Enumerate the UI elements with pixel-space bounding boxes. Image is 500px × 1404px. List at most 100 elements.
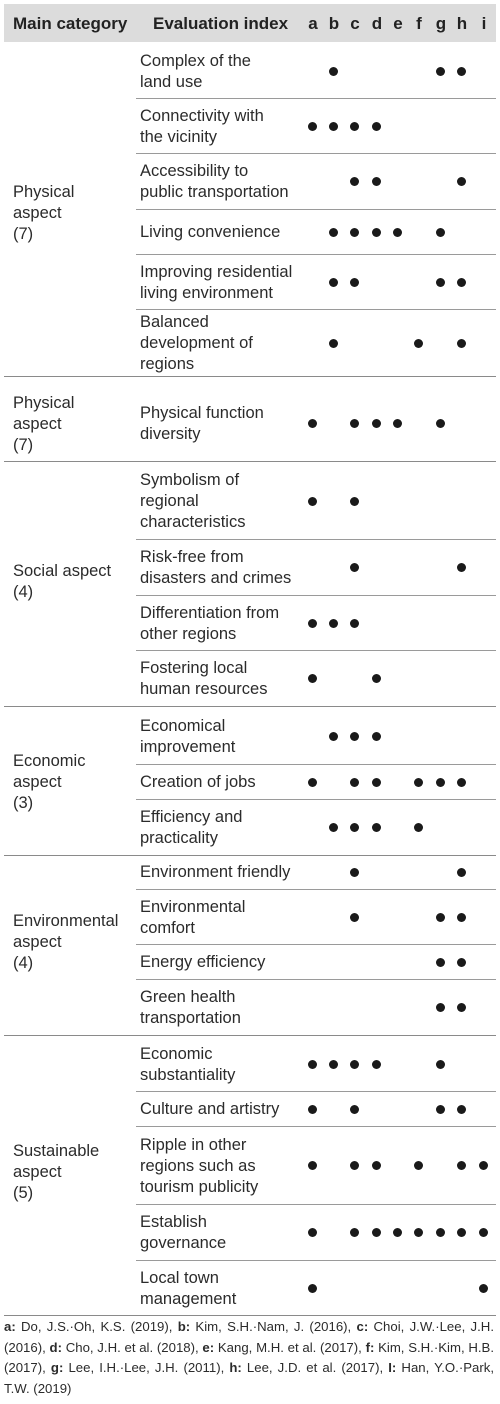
mark-dot-a xyxy=(307,674,317,683)
main-category-label: Physical aspect (7) xyxy=(13,183,75,243)
reference-text: Lee, I.H.·Lee, J.H. (2011), xyxy=(63,1360,230,1375)
mark-dot-b xyxy=(328,339,338,348)
evaluation-index-label: Economic substantiality xyxy=(140,1045,236,1084)
category-group: Physical aspect (7) Physical function div… xyxy=(4,385,496,462)
mark-dot-h xyxy=(456,1003,466,1012)
mark-dot-b xyxy=(328,732,338,741)
reference-text: Kim, S.H.·Kim, H.B. (2017), xyxy=(4,1339,494,1376)
table-row: Risk-free from disasters and crimes xyxy=(136,540,496,596)
mark-dot-d xyxy=(371,732,381,741)
table-row: Ripple in other regions such as tourism … xyxy=(136,1127,496,1205)
mark-dot-c xyxy=(349,122,359,131)
reference-text: Cho, J.H. et al. (2018), xyxy=(61,1339,203,1355)
header-evaluation-index: Evaluation index xyxy=(153,14,289,33)
header-col-f: f xyxy=(416,14,422,33)
mark-dot-a xyxy=(307,1105,317,1114)
mark-dot-c xyxy=(349,823,359,832)
table-row: Efficiency and practicality xyxy=(136,800,496,856)
mark-dot-e xyxy=(392,1228,402,1237)
table-row: Living convenience xyxy=(136,210,496,255)
mark-dot-a xyxy=(307,1284,317,1293)
mark-dot-h xyxy=(456,1105,466,1114)
mark-dot-h xyxy=(456,177,466,186)
mark-dot-d xyxy=(371,674,381,683)
mark-dot-c xyxy=(349,778,359,787)
table-row: Symbolism of regional characteristics xyxy=(136,463,496,540)
evaluation-index-label: Environmental comfort xyxy=(140,898,246,937)
evaluation-index-label: Risk-free from disasters and crimes xyxy=(140,548,292,587)
mark-dot-d xyxy=(371,419,381,428)
mark-dot-g xyxy=(435,1003,445,1012)
evaluation-index-label: Physical function diversity xyxy=(140,404,264,443)
mark-dot-g xyxy=(435,228,445,237)
header-col-h: h xyxy=(456,14,468,33)
reference-text: Kang, M.H. et al. (2017), xyxy=(214,1339,366,1355)
mark-dot-d xyxy=(371,177,381,186)
header-col-a: a xyxy=(308,14,318,33)
mark-dot-b xyxy=(328,228,338,237)
mark-dot-c xyxy=(349,1060,359,1069)
table-row: Environment friendly xyxy=(136,855,496,890)
table-row: Improving residential living environment xyxy=(136,255,496,310)
table-row: Green health transportation xyxy=(136,980,496,1036)
mark-dot-h xyxy=(456,868,466,877)
table-row: Balanced development of regions xyxy=(136,310,496,377)
category-group: Physical aspect (7) Complex of the land u… xyxy=(4,44,496,377)
table-row: Economical improvement xyxy=(136,709,496,765)
mark-dot-g xyxy=(435,1105,445,1114)
table-row: Creation of jobs xyxy=(136,765,496,800)
mark-dot-i xyxy=(478,1284,488,1293)
reference-key: a: xyxy=(4,1319,16,1334)
mark-dot-b xyxy=(328,619,338,628)
evaluation-index-label: Complex of the land use xyxy=(140,52,251,91)
mark-dot-i xyxy=(478,1228,488,1237)
main-category-label: Social aspect (4) xyxy=(13,562,112,601)
table-row: Accessibility to public transportation xyxy=(136,154,496,210)
table-row: Physical function diversity xyxy=(136,385,496,462)
mark-dot-f xyxy=(413,823,423,832)
category-group: Social aspect (4) Symbolism of regional c… xyxy=(4,463,496,707)
mark-dot-d xyxy=(371,228,381,237)
mark-dot-g xyxy=(435,778,445,787)
evaluation-index-label: Symbolism of regional characteristics xyxy=(140,471,246,531)
main-category-label: Environmental aspect (4) xyxy=(13,912,119,972)
table-row: Energy efficiency xyxy=(136,945,496,980)
mark-dot-h xyxy=(456,339,466,348)
reference-text: Lee, J.D. et al. (2017), xyxy=(241,1360,389,1375)
mark-dot-c xyxy=(349,419,359,428)
table-row: Economic substantiality xyxy=(136,1037,496,1092)
mark-dot-h xyxy=(456,1161,466,1170)
table-row: Environmental comfort xyxy=(136,890,496,945)
mark-dot-c xyxy=(349,1161,359,1170)
header-main-category: Main category xyxy=(13,14,128,33)
evaluation-index-label: Local town management xyxy=(140,1269,237,1308)
mark-dot-f xyxy=(413,1161,423,1170)
mark-dot-d xyxy=(371,1060,381,1069)
evaluation-index-label: Differentiation from other regions xyxy=(140,604,280,643)
mark-dot-a xyxy=(307,778,317,787)
mark-dot-c xyxy=(349,563,359,572)
mark-dot-g xyxy=(435,913,445,922)
evaluation-index-label: Energy efficiency xyxy=(140,953,266,971)
main-category-label: Physical aspect (7) xyxy=(13,394,75,454)
table-row: Complex of the land use xyxy=(136,44,496,99)
category-group: Environmental aspect (4) Environment frie… xyxy=(4,855,496,1036)
references-footnote: a: Do, J.S.·Oh, K.S. (2019), b: Kim, S.H… xyxy=(4,1317,494,1399)
mark-dot-b xyxy=(328,67,338,76)
mark-dot-c xyxy=(349,177,359,186)
table-row: Differentiation from other regions xyxy=(136,596,496,651)
mark-dot-b xyxy=(328,278,338,287)
mark-dot-c xyxy=(349,1105,359,1114)
evaluation-index-label: Economical improvement xyxy=(140,717,236,756)
evaluation-index-label: Culture and artistry xyxy=(140,1100,280,1118)
mark-dot-b xyxy=(328,1060,338,1069)
mark-dot-a xyxy=(307,619,317,628)
table-row: Fostering local human resources xyxy=(136,651,496,707)
mark-dot-c xyxy=(349,1228,359,1237)
evaluation-index-label: Accessibility to public transportation xyxy=(140,162,289,201)
evaluation-index-label: Balanced development of regions xyxy=(140,313,253,373)
evaluation-index-label: Connectivity with the vicinity xyxy=(140,107,264,146)
evaluation-index-label: Environment friendly xyxy=(140,863,291,881)
reference-key: c: xyxy=(356,1319,369,1334)
main-category-label: Sustainable aspect (5) xyxy=(13,1142,100,1202)
